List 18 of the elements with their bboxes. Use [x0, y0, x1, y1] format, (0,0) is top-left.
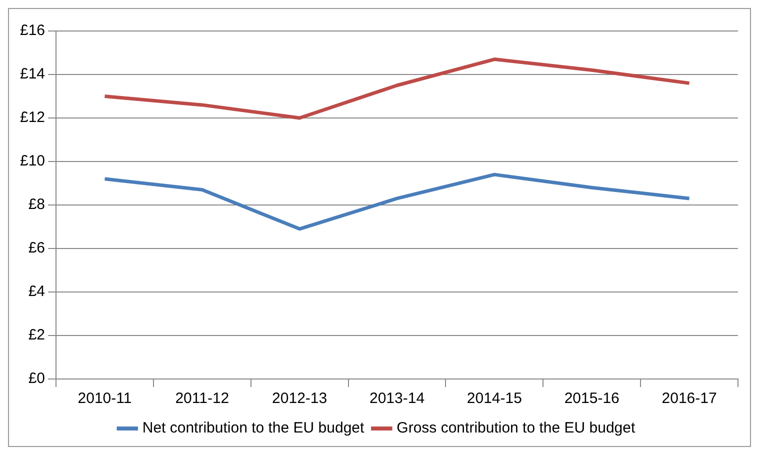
x-tick-label: 2014-15 [466, 390, 522, 408]
x-tick-label: 2010-11 [78, 390, 132, 408]
x-tick-label: 2012-13 [272, 390, 328, 408]
y-tick-label: £12 [20, 109, 46, 126]
y-tick-label: £6 [28, 240, 46, 257]
x-tick-label: 2015-16 [564, 390, 620, 408]
x-tick-label: 2011-12 [175, 390, 230, 408]
y-tick-label: £14 [20, 66, 46, 83]
y-tick-label: £4 [28, 283, 46, 300]
y-tick-label: £10 [20, 152, 46, 170]
y-tick-label: £2 [28, 326, 46, 344]
legend-label: Gross contribution to the EU budget [396, 420, 636, 437]
y-tick-label: £8 [28, 196, 46, 214]
x-tick-label: 2016-17 [662, 390, 717, 408]
legend-label: Net contribution to the EU budget [142, 420, 365, 437]
x-tick-label: 2013-14 [369, 390, 425, 408]
y-tick-label: £0 [28, 370, 46, 388]
y-tick-label: £16 [20, 22, 46, 40]
